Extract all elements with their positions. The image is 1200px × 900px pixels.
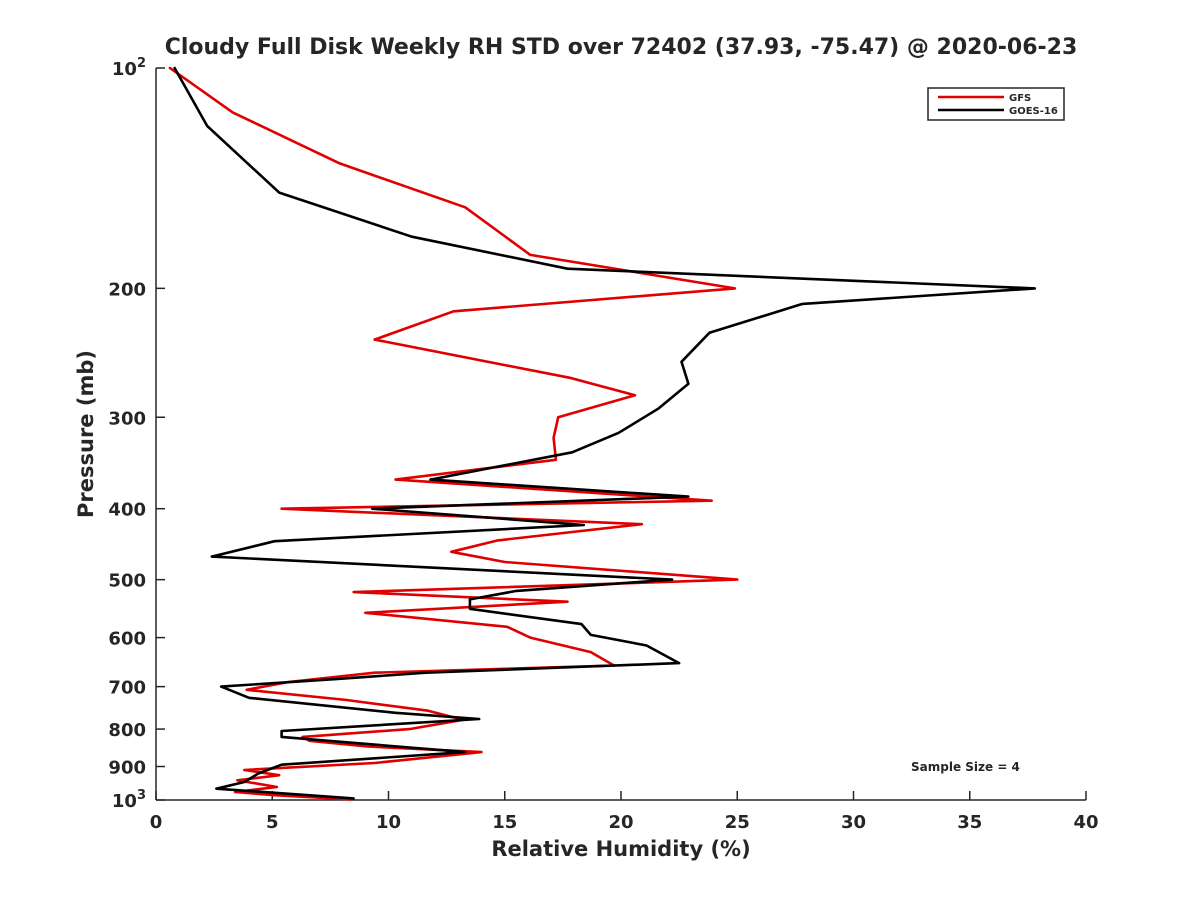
series-lines [168, 66, 1037, 801]
y-tick-label: 200 [108, 279, 146, 300]
legend-label-goes16: GOES-16 [1009, 106, 1058, 117]
y-tick-label: 400 [108, 500, 146, 521]
y-tick-label: 900 [108, 758, 146, 779]
y-tick-label: 800 [108, 720, 146, 741]
legend-box [927, 87, 1065, 121]
y-tick-label: 102 [112, 56, 146, 80]
x-tick-label: 35 [957, 812, 982, 833]
series-line-gfs [168, 66, 739, 801]
y-tick-label: 600 [108, 629, 146, 650]
y-tick-label: 103 [112, 788, 146, 812]
x-tick-label: 10 [376, 812, 401, 833]
y-axis: 102 200 300 400 500 600 700 800 900 103 Pressure … [74, 56, 165, 812]
chart-title: Cloudy Full Disk Weekly RH STD over 7240… [165, 35, 1078, 60]
y-tick-label: 300 [108, 408, 146, 429]
x-ticks: 0 5 10 15 20 25 30 35 40 [150, 791, 1099, 833]
x-tick-label: 25 [725, 812, 750, 833]
x-tick-label: 5 [266, 812, 279, 833]
x-tick-label: 30 [841, 812, 866, 833]
x-tick-label: 20 [608, 812, 633, 833]
x-axis: 0 5 10 15 20 25 30 35 40 Relative Humidity (%) [150, 791, 1099, 861]
x-axis-label: Relative Humidity (%) [491, 837, 750, 861]
y-ticks: 102 200 300 400 500 600 700 800 900 103 [108, 56, 165, 812]
legend-label-gfs: GFS [1009, 93, 1031, 104]
x-tick-label: 40 [1073, 812, 1098, 833]
x-tick-label: 0 [150, 812, 163, 833]
plot-area [156, 68, 1086, 800]
y-tick-label: 500 [108, 571, 146, 592]
sample-size-annotation: Sample Size = 4 [911, 760, 1020, 774]
y-axis-label: Pressure (mb) [74, 350, 98, 518]
y-tick-label: 700 [108, 678, 146, 699]
series-line-goes-16 [173, 66, 1037, 800]
x-tick-label: 15 [492, 812, 517, 833]
legend: GFS GOES-16 [927, 87, 1065, 121]
